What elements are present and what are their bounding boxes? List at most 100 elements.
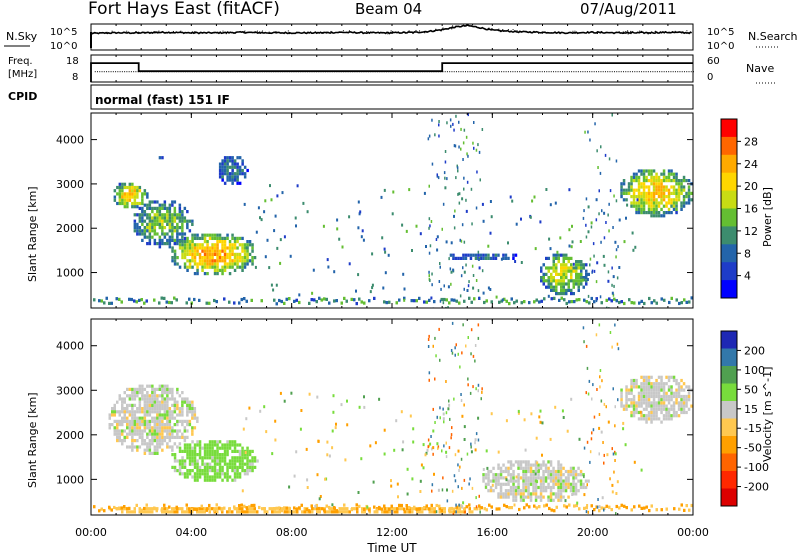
power-cell — [181, 249, 184, 253]
power-cell — [547, 266, 550, 270]
velocity-ground-cell — [598, 509, 601, 513]
nave-point — [483, 71, 485, 73]
velocity-streak-cell — [427, 338, 430, 341]
colorbar-tick-label: 20 — [744, 180, 758, 193]
velocity-ground-cell — [155, 509, 158, 513]
power-scatter-cell — [423, 191, 426, 195]
power-cell — [118, 201, 122, 206]
power-cell — [183, 236, 187, 240]
nsky-scatter-point — [94, 32, 96, 34]
velocity-cell — [353, 507, 356, 511]
velocity-cell — [136, 391, 139, 395]
velocity-ground-cell — [108, 505, 111, 509]
velocity-scatter-cell — [346, 423, 349, 427]
power-cell — [585, 272, 588, 276]
power-cell — [655, 214, 658, 218]
power-scatter-cell — [359, 210, 362, 214]
power-cell — [228, 178, 232, 182]
nave-point — [512, 71, 514, 73]
power-cell — [158, 203, 162, 207]
power-cell — [226, 262, 229, 266]
nave-point — [144, 71, 146, 73]
velocity-cell — [213, 453, 217, 457]
power-cell — [231, 233, 234, 237]
power-cell — [163, 235, 167, 239]
velocity-cell — [116, 426, 119, 430]
nave-point — [209, 71, 211, 73]
power-cell — [560, 269, 563, 273]
velocity-scatter-cell — [474, 448, 477, 452]
power-scatter-cell — [322, 224, 325, 228]
power-ground-cell — [388, 300, 391, 304]
power-cell — [168, 242, 172, 246]
power-ground-cell — [208, 301, 211, 305]
power-streak-cell — [479, 178, 481, 182]
power-cell — [233, 246, 237, 250]
power-cell — [655, 201, 658, 205]
velocity-ground-cell — [238, 504, 241, 508]
velocity-streak-cell — [435, 510, 438, 514]
power-streak-cell — [478, 150, 481, 154]
colorbar-swatch — [721, 244, 737, 263]
velocity-cell — [524, 463, 528, 467]
power-cell — [146, 242, 149, 246]
power-cell — [203, 249, 207, 253]
velocity-cell — [123, 435, 126, 439]
velocity-streak-cell — [470, 352, 472, 356]
power-cell — [655, 191, 658, 195]
nave-point — [451, 71, 453, 73]
power-cell — [121, 189, 124, 193]
velocity-cell — [331, 510, 334, 514]
velocity-cell — [186, 410, 189, 414]
nave-point — [121, 71, 123, 73]
power-cell — [173, 213, 177, 217]
velocity-cell — [630, 401, 633, 405]
velocity-cell — [665, 414, 668, 418]
power-cell — [203, 252, 207, 256]
nave-point — [677, 71, 679, 73]
velocity-streak-cell — [598, 323, 601, 327]
power-cell — [557, 282, 560, 286]
power-cell — [630, 185, 633, 189]
velocity-cell — [231, 462, 234, 466]
velocity-scatter-cell — [363, 405, 366, 409]
velocity-scatter-cell — [606, 453, 609, 457]
velocity-cell — [218, 475, 222, 479]
power-cell — [552, 260, 555, 264]
power-scatter-cell — [634, 245, 637, 249]
velocity-cell — [291, 510, 294, 514]
velocity-cell — [133, 432, 137, 436]
power-cell — [196, 252, 199, 256]
power-ground-cell — [543, 297, 546, 301]
nsky-scatter-point — [392, 31, 394, 33]
power-cell — [156, 210, 159, 214]
nsky-scatter-point — [268, 31, 270, 33]
nave-point — [173, 71, 175, 73]
power-streak-cell — [443, 171, 446, 175]
velocity-cell — [226, 453, 229, 457]
velocity-cell — [126, 416, 129, 420]
power-cell — [687, 195, 691, 199]
nsky-tick-bottom: 10^0 — [50, 41, 77, 52]
power-cell — [652, 204, 656, 208]
nsky-scatter-point — [600, 32, 602, 34]
power-cell — [567, 269, 570, 273]
velocity-cell — [549, 476, 553, 480]
nave-point — [293, 71, 295, 73]
power-cell — [640, 204, 643, 208]
nave-point — [207, 71, 209, 73]
power-cell — [188, 219, 192, 223]
velocity-cell — [198, 475, 202, 479]
velocity-cell — [173, 410, 177, 414]
velocity-cell — [361, 507, 364, 511]
velocity-cell — [121, 429, 124, 433]
velocity-cell — [687, 394, 691, 399]
power-streak-cell — [456, 164, 458, 168]
velocity-cell — [584, 479, 588, 483]
velocity-streak-cell — [467, 377, 469, 381]
velocity-cell — [153, 403, 157, 407]
power-ground-cell — [690, 296, 693, 300]
velocity-cell — [191, 475, 194, 479]
nave-point — [399, 71, 401, 73]
velocity-cell — [529, 495, 533, 499]
